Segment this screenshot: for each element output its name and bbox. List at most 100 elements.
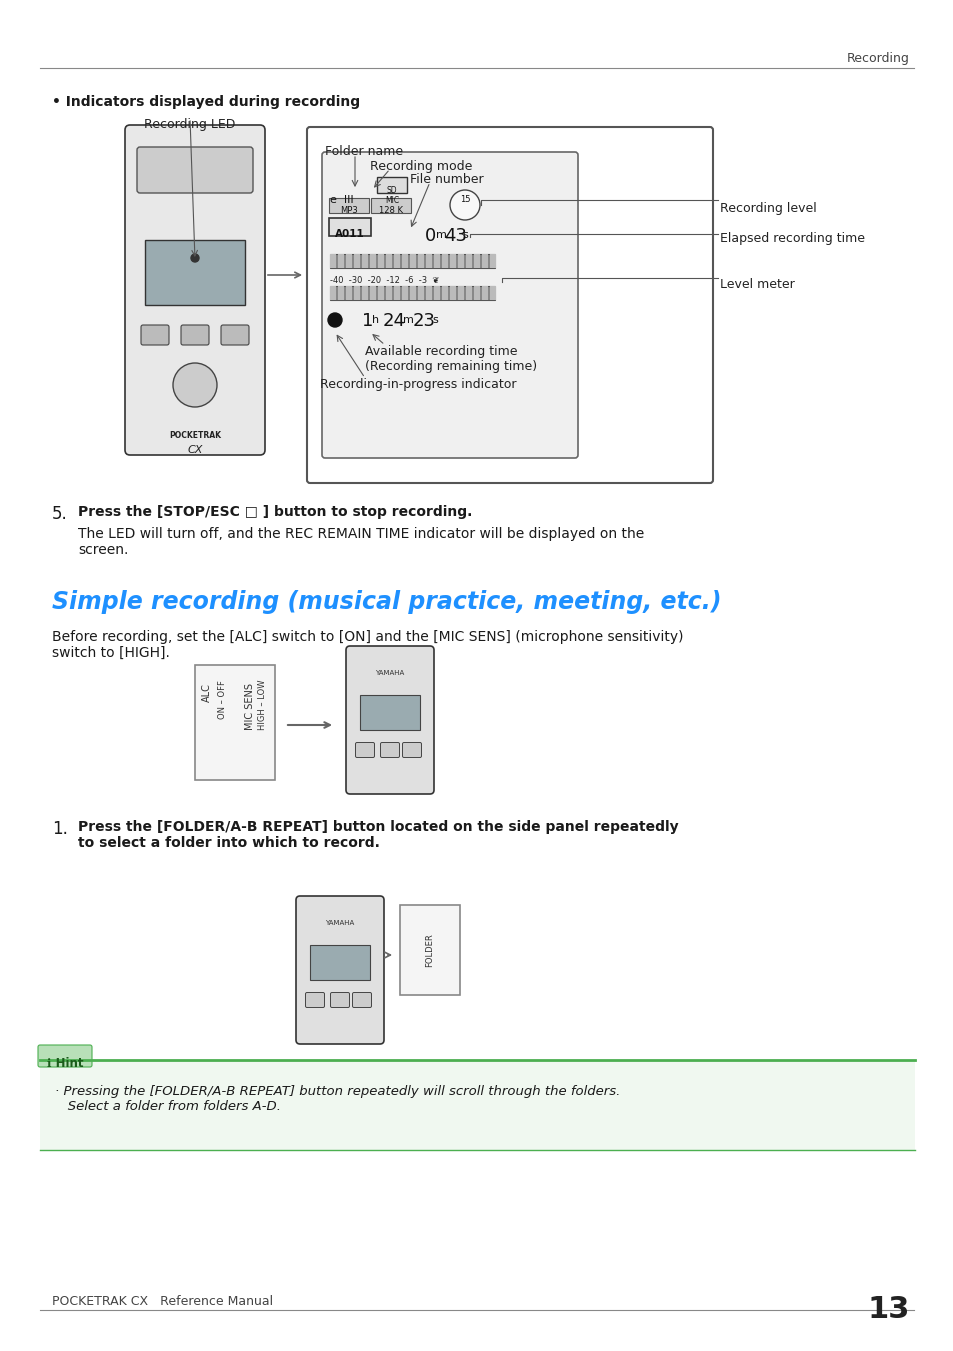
- FancyBboxPatch shape: [305, 993, 324, 1008]
- Text: Recording LED: Recording LED: [144, 118, 235, 131]
- FancyBboxPatch shape: [329, 199, 369, 213]
- Text: 13: 13: [866, 1296, 909, 1324]
- Text: e  III: e III: [330, 195, 354, 205]
- Bar: [401, 254, 408, 267]
- Bar: [417, 254, 423, 267]
- Text: 1.: 1.: [52, 820, 68, 838]
- FancyBboxPatch shape: [330, 993, 349, 1008]
- Circle shape: [191, 254, 199, 262]
- Text: 5.: 5.: [52, 505, 68, 523]
- Bar: [330, 254, 335, 267]
- FancyBboxPatch shape: [137, 147, 253, 193]
- FancyBboxPatch shape: [307, 127, 712, 484]
- Bar: [386, 286, 392, 300]
- Text: 0: 0: [424, 227, 436, 245]
- Text: 1: 1: [361, 312, 373, 330]
- Text: Folder name: Folder name: [325, 145, 403, 158]
- FancyBboxPatch shape: [38, 1046, 91, 1067]
- Bar: [346, 254, 352, 267]
- Text: POCKETRAK CX   Reference Manual: POCKETRAK CX Reference Manual: [52, 1296, 273, 1308]
- Bar: [481, 254, 488, 267]
- FancyBboxPatch shape: [125, 126, 265, 455]
- Bar: [377, 286, 384, 300]
- Circle shape: [450, 190, 479, 220]
- Text: File number: File number: [410, 173, 483, 186]
- Text: Press the [FOLDER/A-B REPEAT] button located on the side panel repeatedly
to sel: Press the [FOLDER/A-B REPEAT] button loc…: [78, 820, 678, 850]
- Bar: [399, 905, 459, 994]
- Text: 128 K: 128 K: [378, 205, 402, 215]
- Bar: [457, 286, 463, 300]
- FancyBboxPatch shape: [380, 743, 399, 758]
- Bar: [434, 286, 439, 300]
- Bar: [465, 286, 472, 300]
- Text: ON – OFF: ON – OFF: [218, 680, 227, 719]
- Text: YAMAHA: YAMAHA: [325, 920, 355, 925]
- Bar: [346, 286, 352, 300]
- Text: ℹ Hint: ℹ Hint: [47, 1056, 83, 1070]
- Bar: [426, 254, 432, 267]
- FancyBboxPatch shape: [141, 326, 169, 345]
- Bar: [474, 254, 479, 267]
- Bar: [450, 254, 456, 267]
- Text: FOLDER: FOLDER: [425, 934, 434, 967]
- FancyBboxPatch shape: [181, 326, 209, 345]
- Text: The LED will turn off, and the REC REMAIN TIME indicator will be displayed on th: The LED will turn off, and the REC REMAI…: [78, 527, 643, 557]
- Bar: [434, 254, 439, 267]
- Text: Simple recording (musical practice, meeting, etc.): Simple recording (musical practice, meet…: [52, 590, 720, 613]
- Bar: [410, 286, 416, 300]
- Bar: [441, 254, 448, 267]
- Text: · Pressing the [FOLDER/A-B REPEAT] button repeatedly will scroll through the fol: · Pressing the [FOLDER/A-B REPEAT] butto…: [55, 1085, 619, 1113]
- Bar: [330, 286, 335, 300]
- Text: s: s: [461, 230, 467, 240]
- Bar: [310, 944, 370, 979]
- Text: POCKETRAK: POCKETRAK: [169, 431, 221, 440]
- Bar: [450, 286, 456, 300]
- Text: • Indicators displayed during recording: • Indicators displayed during recording: [52, 95, 359, 109]
- Bar: [465, 254, 472, 267]
- Text: CX: CX: [187, 444, 202, 455]
- Bar: [370, 286, 375, 300]
- Bar: [386, 254, 392, 267]
- Text: HIGH – LOW: HIGH – LOW: [258, 680, 267, 731]
- Text: Press the [STOP/ESC □ ] button to stop recording.: Press the [STOP/ESC □ ] button to stop r…: [78, 505, 472, 519]
- FancyBboxPatch shape: [355, 743, 375, 758]
- Bar: [145, 240, 245, 305]
- Bar: [337, 286, 344, 300]
- FancyBboxPatch shape: [295, 896, 384, 1044]
- Bar: [370, 254, 375, 267]
- Bar: [354, 286, 359, 300]
- Bar: [40, 1061, 914, 1150]
- Bar: [417, 286, 423, 300]
- Text: ALC: ALC: [202, 684, 212, 703]
- Text: Recording: Recording: [846, 51, 909, 65]
- Circle shape: [328, 313, 341, 327]
- FancyBboxPatch shape: [376, 177, 407, 193]
- Text: Available recording time
(Recording remaining time): Available recording time (Recording rema…: [365, 345, 537, 373]
- Text: 15: 15: [459, 196, 470, 204]
- Text: Elapsed recording time: Elapsed recording time: [720, 232, 864, 245]
- Text: s: s: [432, 315, 437, 326]
- Bar: [337, 254, 344, 267]
- Text: Recording mode: Recording mode: [370, 159, 472, 173]
- FancyBboxPatch shape: [329, 218, 371, 236]
- Bar: [377, 254, 384, 267]
- Bar: [474, 286, 479, 300]
- Bar: [426, 286, 432, 300]
- Text: SD
MIC: SD MIC: [384, 186, 398, 205]
- Bar: [330, 254, 495, 267]
- FancyBboxPatch shape: [402, 743, 421, 758]
- Bar: [394, 254, 399, 267]
- Bar: [490, 286, 496, 300]
- Circle shape: [172, 363, 216, 407]
- FancyBboxPatch shape: [322, 153, 578, 458]
- Text: Level meter: Level meter: [720, 278, 794, 290]
- Text: 43: 43: [443, 227, 467, 245]
- Bar: [394, 286, 399, 300]
- Bar: [410, 254, 416, 267]
- FancyBboxPatch shape: [371, 199, 411, 213]
- Text: 23: 23: [413, 312, 436, 330]
- Bar: [361, 254, 368, 267]
- Text: MIC SENS: MIC SENS: [245, 684, 254, 730]
- FancyBboxPatch shape: [346, 646, 434, 794]
- Text: Recording-in-progress indicator: Recording-in-progress indicator: [319, 378, 516, 390]
